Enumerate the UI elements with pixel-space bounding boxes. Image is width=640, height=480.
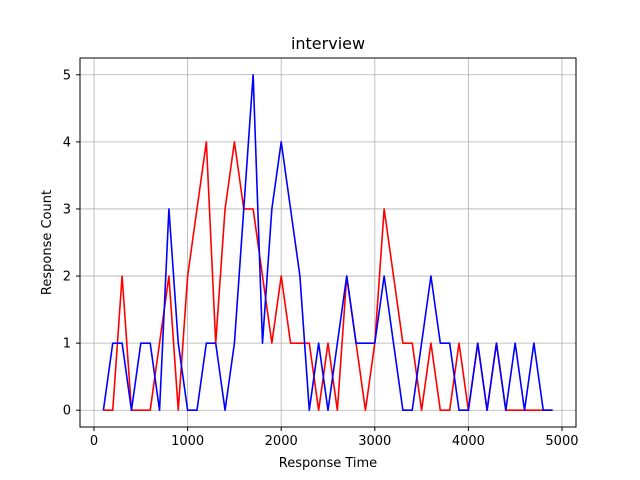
y-tick-label: 5 (63, 68, 71, 83)
y-tick-label: 0 (63, 404, 71, 419)
series-layer (102, 73, 553, 412)
x-tick-label: 3000 (358, 434, 391, 449)
y-tick-label: 4 (63, 135, 71, 150)
plot-frame (79, 57, 577, 428)
x-tick-label: 0 (90, 434, 98, 449)
y-tick-label: 3 (63, 202, 71, 217)
x-tick-label: 1000 (171, 434, 204, 449)
x-tick-label: 5000 (545, 434, 578, 449)
grid (80, 58, 576, 427)
x-axis-label: Response Time (279, 456, 377, 471)
series-line-blue (102, 73, 553, 412)
x-tick-label: 2000 (265, 434, 298, 449)
y-axis-label: Response Count (40, 190, 55, 295)
y-tick-label: 1 (63, 337, 71, 352)
y-tick-label: 2 (63, 270, 71, 285)
chart-title: interview (291, 34, 365, 53)
ticks: 0 1000 2000 3000 4000 5000 0 1 2 3 4 5 (63, 68, 579, 449)
x-tick-label: 4000 (452, 434, 485, 449)
